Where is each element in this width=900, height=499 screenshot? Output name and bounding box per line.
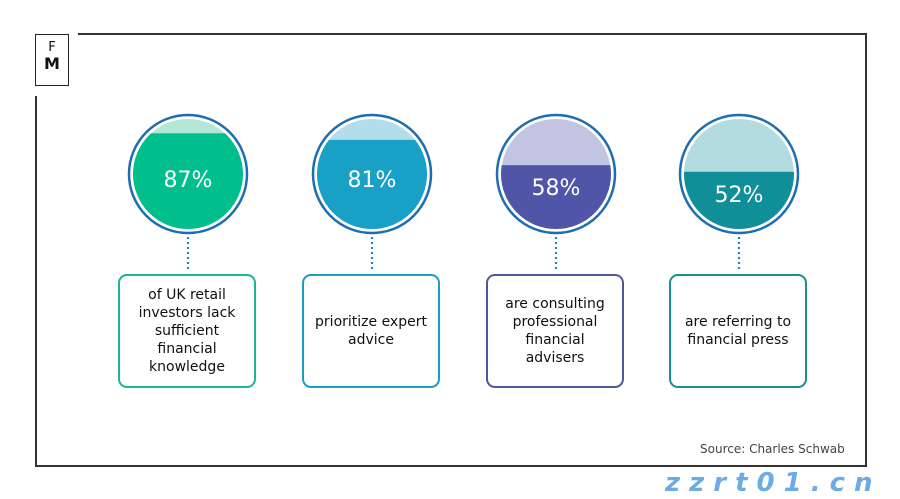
frame-top (78, 33, 866, 35)
gauge-fill (133, 133, 243, 229)
stat-description-box: are referring to financial press (669, 274, 807, 388)
stat-description-box: prioritize expert advice (302, 274, 440, 388)
stat-description-box: of UK retail investors lack sufficient f… (118, 274, 256, 388)
frame-bottom (35, 465, 867, 467)
gauge-0: 87% (127, 113, 249, 272)
source-text: Source: Charles Schwab (700, 442, 845, 456)
gauge-value-label: 58% (532, 176, 581, 201)
gauge-value-label: 87% (164, 168, 213, 193)
gauge-value-label: 81% (348, 168, 397, 193)
fm-logo: F M (35, 34, 69, 86)
gauge-3: 52% (678, 113, 800, 272)
stat-description: prioritize expert advice (315, 314, 427, 348)
gauge-2: 58% (495, 113, 617, 272)
watermark: zzrt01.cn (665, 468, 882, 498)
gauge-fill (317, 139, 427, 229)
gauge-1: 81% (311, 113, 433, 272)
stat-description-box: are consulting professional financial ad… (486, 274, 624, 388)
stat-description: are consulting professional financial ad… (505, 296, 605, 366)
logo-f: F (48, 40, 56, 55)
gauge-value-label: 52% (715, 183, 764, 208)
frame-right (865, 33, 867, 467)
stat-description: of UK retail investors lack sufficient f… (138, 287, 236, 375)
frame-left (35, 96, 37, 467)
logo-m: M (44, 54, 60, 73)
stat-description: are referring to financial press (684, 314, 792, 348)
